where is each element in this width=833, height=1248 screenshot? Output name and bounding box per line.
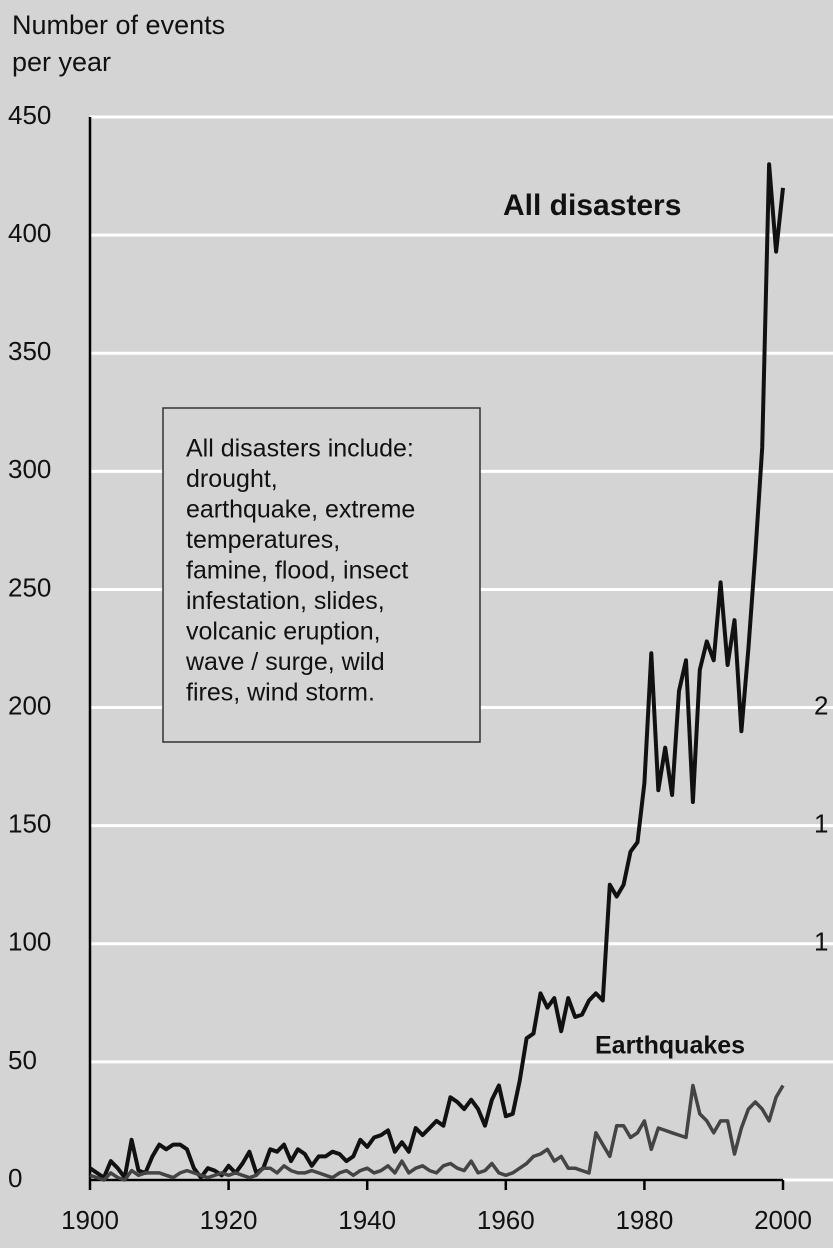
edge-label: 1 [814, 809, 828, 839]
y-tick-label: 250 [8, 572, 51, 602]
y-axis-label: per year [12, 47, 111, 77]
series-label: All disasters [503, 189, 681, 222]
y-tick-label: 350 [8, 336, 51, 366]
series-line [89, 1083, 785, 1182]
annotation-text: volcanic eruption, [186, 618, 381, 646]
x-tick-label: 1920 [200, 1205, 258, 1235]
annotation-text: temperatures, [186, 526, 340, 554]
y-tick-label: 400 [8, 218, 51, 248]
annotation-text: fires, wind storm. [186, 679, 375, 707]
edge-label: 1 [814, 927, 828, 957]
annotation-text: infestation, slides, [186, 587, 385, 615]
x-tick-label: 1940 [338, 1205, 396, 1235]
y-tick-label: 450 [8, 100, 51, 130]
x-tick-label: 2000 [754, 1205, 812, 1235]
annotation-text: All disasters include: [186, 435, 414, 463]
annotation-text: drought, [186, 465, 278, 493]
y-tick-label: 200 [8, 690, 51, 720]
annotation-text: famine, flood, insect [186, 557, 408, 585]
x-tick-label: 1900 [61, 1205, 119, 1235]
annotation-text: wave / surge, wild [185, 648, 385, 676]
series-line [88, 162, 785, 1180]
y-tick-label: 0 [8, 1163, 22, 1193]
x-tick-label: 1960 [477, 1205, 535, 1235]
y-tick-label: 100 [8, 927, 51, 957]
y-tick-label: 50 [8, 1045, 37, 1075]
y-tick-label: 300 [8, 454, 51, 484]
annotation-box [162, 407, 481, 743]
annotation-text: earthquake, extreme [186, 496, 415, 524]
y-tick-label: 150 [8, 809, 51, 839]
edge-label: 2 [814, 690, 828, 720]
series-label: Earthquakes [595, 1032, 745, 1060]
x-tick-label: 1980 [615, 1205, 673, 1235]
y-axis-label: Number of events [12, 10, 225, 40]
